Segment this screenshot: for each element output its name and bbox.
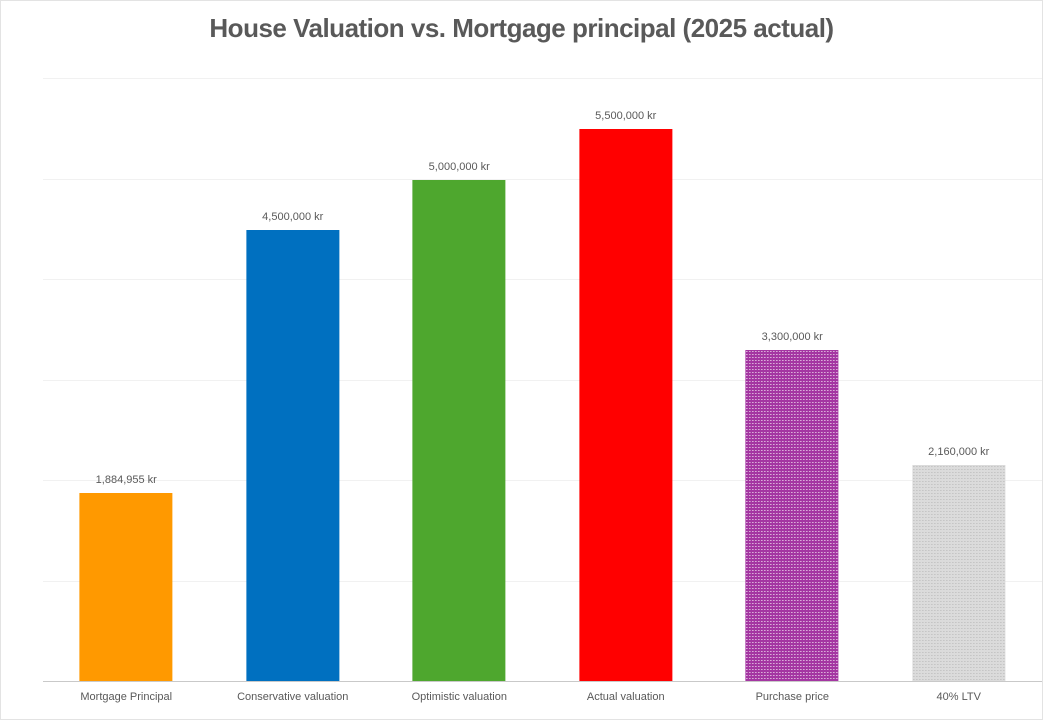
bar-value-label: 5,000,000 kr [428,160,490,173]
bar-value-label: 2,160,000 kr [928,445,990,458]
bar-value-label: 5,500,000 kr [595,110,657,123]
x-axis-labels: Mortgage Principal Conservative valuation… [43,691,1042,703]
gridline [43,178,1042,180]
bar-value-label: 3,300,000 kr [761,331,823,344]
bar-actual-valuation [579,129,673,682]
bar-40-ltv [912,464,1006,682]
bar-slot: 1,884,955 kr [43,79,210,682]
chart-title: House Valuation vs. Mortgage principal (… [209,13,834,43]
bar-value-label: 1,884,955 kr [95,473,157,486]
bar-optimistic-valuation [412,179,506,682]
x-axis-line [43,681,1042,682]
bar-value-label: 4,500,000 kr [262,210,324,223]
x-axis-label: Optimistic valuation [411,691,507,703]
bar-slot: 5,000,000 kr [376,79,543,682]
bar-series: 1,884,955 kr 4,500,000 kr 5,000,000 kr 5,50… [43,79,1042,682]
gridline [43,279,1042,280]
bar-mortgage-principal [79,492,173,682]
x-axis-label: Conservative valuation [237,691,349,703]
plot-area: 1,884,955 kr 4,500,000 kr 5,000,000 kr 5,50… [43,78,1042,682]
bar-slot: 3,300,000 kr [709,79,876,682]
x-axis-label: Actual valuation [586,691,665,703]
bar-slot: 2,160,000 kr [876,79,1043,682]
gridline [43,480,1042,481]
gridline [43,580,1042,582]
gridline [43,379,1042,381]
bar-slot: 5,500,000 kr [543,79,710,682]
bar-purchase-price [745,350,839,682]
gridline [43,78,1042,79]
bar-conservative-valuation [246,229,340,682]
x-axis-label: 40% LTV [936,691,981,703]
bar-slot: 4,500,000 kr [210,79,377,682]
x-axis-label: Purchase price [755,691,829,703]
x-axis-label: Mortgage Principal [80,691,173,703]
